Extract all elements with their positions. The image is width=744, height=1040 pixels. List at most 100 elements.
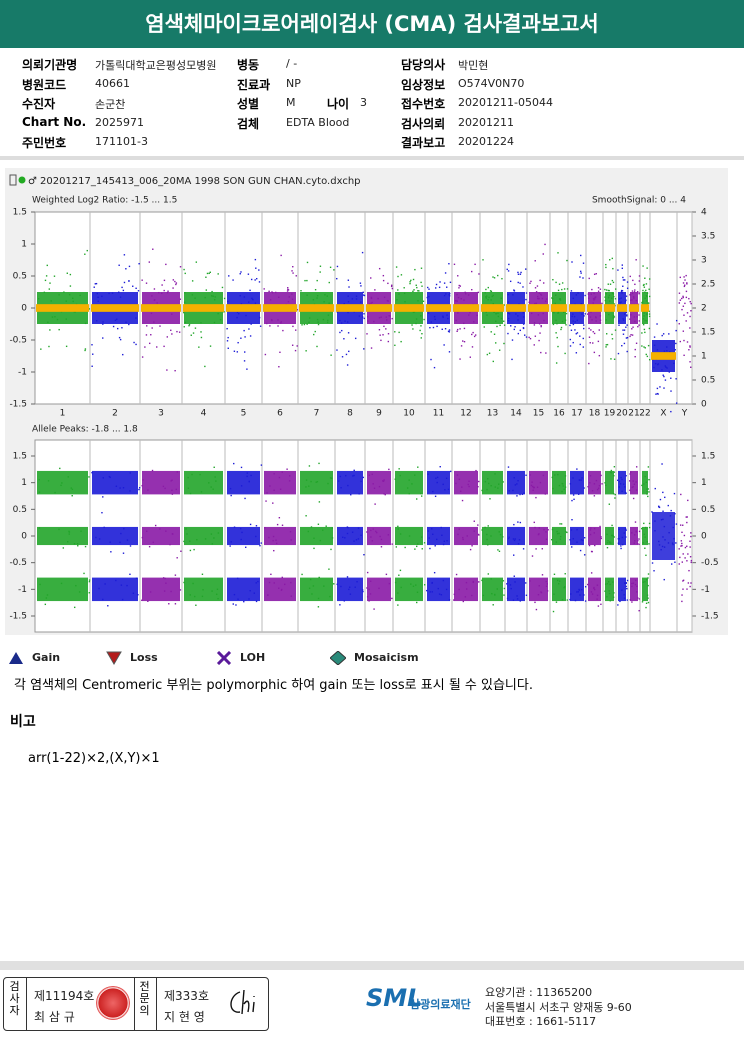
dot: [382, 480, 385, 482]
dot: [614, 497, 616, 499]
dot: [310, 480, 312, 483]
dot: [240, 303, 243, 305]
dot: [86, 249, 88, 252]
dot: [93, 286, 95, 288]
dot: [498, 550, 501, 553]
dot: [638, 314, 640, 316]
dot: [606, 582, 609, 585]
panel-right-label: SmoothSignal: 0 ... 4: [592, 196, 686, 206]
dot: [559, 538, 562, 540]
dot: [417, 300, 419, 302]
dot: [329, 595, 331, 598]
dot: [683, 285, 686, 288]
dot: [211, 543, 214, 545]
dot: [530, 280, 532, 283]
dot: [631, 601, 633, 603]
dot: [343, 338, 345, 340]
dot: [486, 353, 489, 356]
dot: [593, 586, 595, 589]
seal: [96, 986, 130, 1020]
dot: [611, 534, 613, 537]
dot: [593, 299, 595, 301]
sex-symbol: ♂: [28, 176, 37, 187]
dot: [487, 544, 489, 546]
dot: [686, 560, 688, 562]
dot: [590, 293, 592, 295]
dot: [385, 319, 388, 321]
dot: [680, 545, 682, 547]
dot: [122, 552, 125, 554]
dot: [444, 328, 447, 330]
dot: [458, 528, 460, 530]
smooth-signal: [426, 304, 451, 312]
dot: [579, 594, 581, 596]
dot: [606, 533, 608, 536]
dot: [641, 601, 644, 603]
dot: [271, 291, 273, 293]
dot: [70, 487, 72, 489]
dot: [516, 495, 518, 497]
dot: [625, 295, 628, 297]
dot: [141, 484, 143, 487]
dot: [461, 486, 463, 488]
dot: [209, 271, 211, 273]
dot: [428, 537, 431, 539]
dot: [682, 296, 684, 299]
dot: [436, 476, 439, 479]
dot: [471, 594, 473, 597]
field-label: 의뢰기관명: [22, 58, 78, 72]
dot: [46, 594, 49, 596]
dot: [291, 298, 294, 300]
dot: [529, 580, 531, 582]
org-name: 삼광의료재단: [410, 998, 471, 1011]
dot: [168, 603, 170, 605]
dot: [429, 591, 431, 593]
dot: [404, 301, 406, 303]
dot: [600, 537, 602, 540]
dot: [212, 488, 214, 490]
dot: [478, 273, 480, 275]
dot: [544, 493, 547, 495]
dot: [336, 265, 339, 268]
dot: [580, 479, 583, 481]
dot: [666, 346, 668, 348]
dot-band: [529, 470, 548, 495]
dot: [562, 483, 564, 485]
dot: [685, 320, 687, 322]
dot: [63, 291, 65, 293]
dot: [215, 593, 218, 596]
field-label: 진료과: [237, 77, 271, 92]
dot: [469, 311, 471, 314]
dot: [572, 323, 575, 326]
dot: [360, 285, 362, 287]
dot: [95, 536, 97, 539]
dot: [654, 530, 656, 532]
dot: [546, 583, 548, 585]
dot: [54, 316, 56, 318]
dot: [622, 329, 624, 331]
dot: [342, 536, 344, 539]
dot: [577, 591, 580, 593]
dot: [674, 349, 676, 351]
dot-band: [507, 470, 525, 495]
dot: [324, 294, 326, 296]
dot: [566, 599, 569, 601]
divider: [134, 978, 135, 1030]
dot: [338, 480, 340, 482]
dot: [166, 336, 168, 338]
dot: [223, 297, 226, 300]
dot: [420, 315, 422, 317]
dot: [161, 284, 163, 286]
dot: [250, 323, 252, 325]
dot: [291, 270, 293, 272]
dot: [461, 499, 464, 502]
dot: [318, 501, 321, 503]
dot: [227, 336, 229, 339]
dot: [495, 342, 497, 344]
dot: [631, 328, 633, 330]
remark-text: arr(1-22)×2,(X,Y)×1: [28, 751, 160, 766]
legend-icon: [329, 650, 347, 669]
dot: [330, 548, 332, 551]
dot: [183, 301, 186, 303]
dot: [268, 536, 270, 539]
